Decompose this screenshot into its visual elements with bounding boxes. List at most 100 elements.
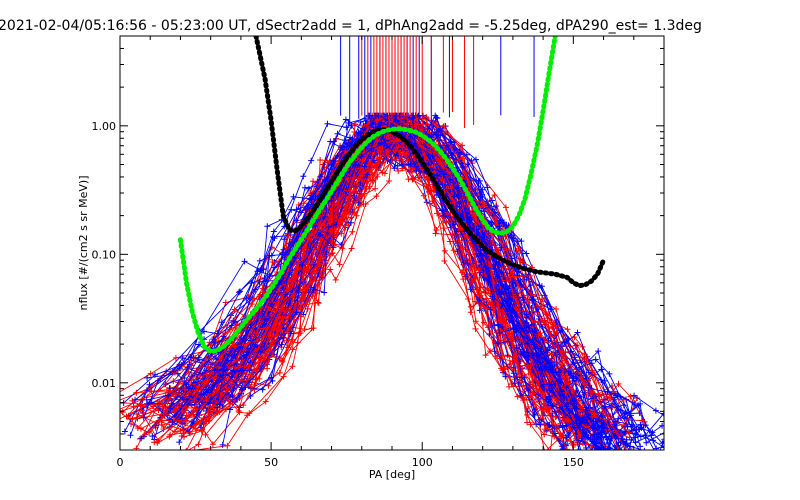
red-trace-point bbox=[530, 323, 537, 330]
red-trace-point bbox=[514, 393, 521, 400]
blue-trace-point bbox=[624, 423, 631, 430]
red-trace-point bbox=[541, 317, 548, 324]
blue-trace-point bbox=[194, 396, 201, 403]
blue-trace-point bbox=[636, 410, 643, 417]
red-trace-point bbox=[426, 188, 433, 195]
red-trace-point bbox=[602, 410, 609, 417]
red-trace-point bbox=[563, 446, 570, 450]
blue-trace-point bbox=[537, 359, 544, 366]
blue-trace-point bbox=[246, 367, 253, 374]
red-trace-point bbox=[346, 195, 353, 202]
blue-trace-point bbox=[301, 184, 308, 191]
red-trace-point bbox=[253, 338, 260, 345]
blue-trace-point bbox=[346, 168, 353, 175]
blue-trace-point bbox=[476, 269, 483, 276]
blue-trace-point bbox=[452, 218, 459, 225]
red-trace-point bbox=[191, 447, 198, 450]
blue-trace-point bbox=[527, 282, 534, 289]
blue-trace-point bbox=[675, 438, 681, 444]
blue-trace-point bbox=[548, 381, 555, 388]
blue-trace-point bbox=[570, 374, 577, 381]
blue-trace-point bbox=[214, 404, 221, 411]
blue-trace-point bbox=[639, 450, 645, 456]
red-trace-point bbox=[360, 201, 367, 208]
y-axis-label: nflux [#/(cm2 s sr MeV)] bbox=[77, 176, 90, 311]
y-tick-label: 0.10 bbox=[92, 248, 117, 261]
blue-trace-point bbox=[491, 266, 498, 273]
red-trace-point bbox=[359, 170, 366, 177]
red-trace-point bbox=[191, 396, 198, 403]
red-trace-point bbox=[625, 460, 631, 466]
blue-trace-point bbox=[434, 172, 441, 179]
red-trace-point bbox=[546, 328, 553, 335]
blue-trace-point bbox=[394, 162, 401, 169]
red-trace-point bbox=[352, 121, 359, 128]
red-trace-point bbox=[480, 226, 487, 233]
red-trace-point bbox=[276, 286, 283, 293]
red-trace-point bbox=[183, 412, 190, 419]
red-trace-point bbox=[631, 447, 633, 450]
red-trace-point bbox=[499, 367, 506, 374]
blue-trace-point bbox=[378, 119, 385, 126]
blue-trace-point bbox=[622, 462, 628, 468]
red-trace-point bbox=[182, 386, 189, 393]
red-trace-point bbox=[591, 396, 598, 403]
blue-trace-point bbox=[644, 460, 650, 466]
blue-trace-point bbox=[334, 130, 341, 137]
red-trace-point bbox=[409, 176, 416, 183]
blue-trace-point bbox=[238, 367, 245, 374]
blue-trace-point bbox=[219, 441, 226, 448]
red-trace-point bbox=[559, 432, 566, 439]
red-trace-point bbox=[289, 346, 296, 353]
blue-trace-point bbox=[271, 235, 278, 242]
red-trace-point bbox=[289, 336, 296, 343]
red-trace-point bbox=[133, 389, 140, 396]
blue-trace-point bbox=[140, 414, 147, 421]
blue-trace-point bbox=[348, 219, 355, 226]
red-trace-point bbox=[295, 264, 302, 271]
red-trace-point bbox=[509, 358, 516, 365]
blue-trace-point bbox=[293, 217, 300, 224]
red-trace-point bbox=[450, 247, 457, 254]
blue-trace-point bbox=[515, 322, 522, 329]
red-trace-point bbox=[281, 290, 288, 297]
red-trace-point bbox=[444, 168, 451, 175]
blue-trace-point bbox=[589, 438, 596, 445]
red-trace-point bbox=[480, 203, 487, 210]
red-trace-point bbox=[543, 311, 550, 318]
red-trace-point bbox=[503, 277, 510, 284]
x-tick-label: 50 bbox=[264, 456, 278, 469]
red-trace-markers-55 bbox=[158, 125, 570, 450]
blue-trace-point bbox=[243, 295, 250, 302]
red-trace-point bbox=[336, 199, 343, 206]
blue-trace-point bbox=[406, 122, 413, 129]
blue-trace-point bbox=[477, 193, 484, 200]
blue-trace-point bbox=[183, 381, 190, 388]
blue-trace-point bbox=[146, 381, 153, 388]
blue-trace-point bbox=[585, 369, 592, 376]
blue-trace-point bbox=[494, 340, 501, 347]
blue-trace-point bbox=[518, 238, 525, 245]
red-trace-point bbox=[244, 412, 251, 419]
red-trace-point bbox=[530, 390, 537, 397]
red-trace-point bbox=[440, 225, 447, 232]
red-trace-point bbox=[527, 383, 534, 390]
blue-trace-point bbox=[487, 306, 494, 313]
red-trace-point bbox=[203, 379, 210, 386]
blue-trace-point bbox=[518, 350, 525, 357]
blue-trace-point bbox=[207, 396, 214, 403]
blue-trace-point bbox=[637, 443, 644, 450]
red-trace-point bbox=[279, 358, 286, 365]
red-trace-point bbox=[386, 178, 393, 185]
red-trace-point bbox=[443, 219, 450, 226]
red-trace-point bbox=[234, 396, 241, 403]
blue-trace-line-13 bbox=[159, 137, 620, 450]
blue-trace-point bbox=[508, 232, 515, 239]
red-trace-point bbox=[332, 276, 339, 283]
blue-trace-point bbox=[210, 336, 217, 343]
blue-trace-point bbox=[565, 368, 572, 375]
red-trace-point bbox=[307, 278, 314, 285]
red-trace-point bbox=[276, 369, 283, 376]
red-trace-point bbox=[269, 258, 276, 265]
red-trace-point bbox=[540, 391, 547, 398]
